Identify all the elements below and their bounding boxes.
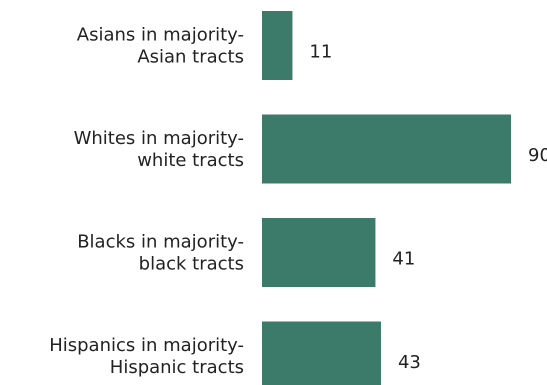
bar-3 [262, 321, 381, 385]
bar-1 [262, 114, 511, 184]
category-label-3-line-0: Hispanics in majority- [49, 335, 244, 356]
bar-0 [262, 11, 293, 80]
category-label-3-line-1: Hispanic tracts [110, 357, 244, 378]
category-label-1-line-1: white tracts [137, 150, 244, 171]
value-label-2: 41 [392, 249, 415, 270]
category-label-0-line-0: Asians in majority- [77, 25, 244, 46]
value-label-1: 90 [528, 145, 547, 166]
category-label-2-line-1: black tracts [139, 254, 244, 275]
value-label-0: 11 [309, 42, 332, 63]
category-label-1-line-0: Whites in majority- [74, 128, 244, 149]
category-label-0-line-1: Asian tracts [137, 47, 244, 68]
category-label-2-line-0: Blacks in majority- [77, 232, 244, 253]
value-label-3: 43 [398, 352, 421, 373]
bar-2 [262, 218, 376, 287]
